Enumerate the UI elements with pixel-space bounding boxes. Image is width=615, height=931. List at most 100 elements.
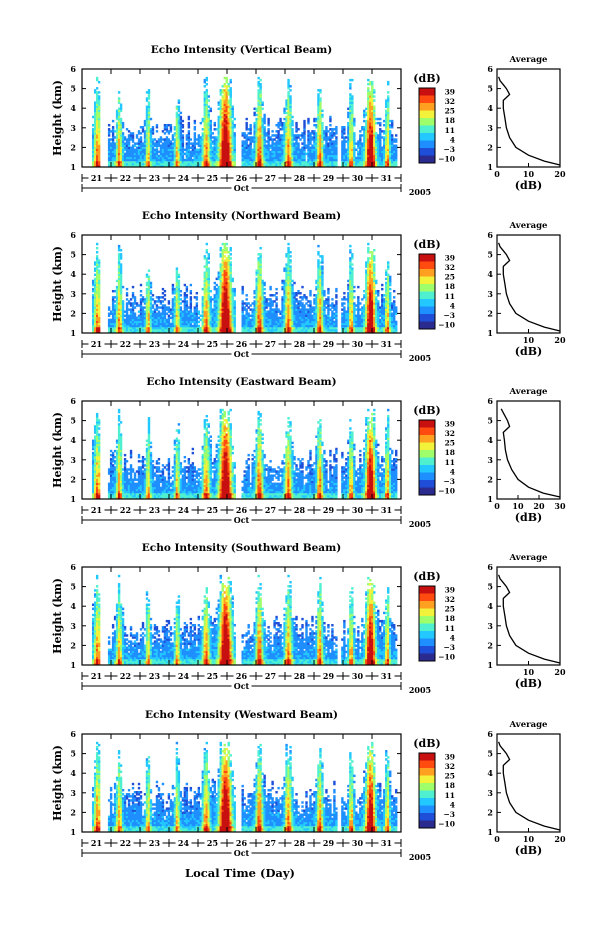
heatmap-cell <box>191 148 195 152</box>
heatmap-cell <box>147 152 151 156</box>
heatmap-cell <box>245 302 248 305</box>
heatmap-cell <box>129 154 133 158</box>
heatmap-cell <box>137 314 141 318</box>
heatmap-cell <box>177 130 181 133</box>
heatmap-cell <box>121 154 125 158</box>
heatmap-cell <box>387 119 390 123</box>
heatmap-cell <box>351 126 354 129</box>
heatmap-cell <box>221 269 224 272</box>
heatmap-cell <box>257 148 260 152</box>
heatmap-cell <box>331 160 334 164</box>
heatmap-cell <box>325 132 328 135</box>
heatmap-cell <box>265 162 268 166</box>
heatmap-cell <box>165 142 169 145</box>
heatmap-cell <box>307 134 310 137</box>
heatmap-cell <box>137 162 141 166</box>
heatmap-cell <box>143 312 147 315</box>
heatmap-cell <box>115 117 119 121</box>
heatmap-cell <box>93 142 97 145</box>
heatmap-cell <box>231 316 234 320</box>
heatmap-cell <box>341 158 344 162</box>
heatmap-cell <box>261 117 264 121</box>
heatmap-cell <box>95 330 99 334</box>
heatmap-cell <box>181 136 185 139</box>
heatmap-cell <box>207 138 210 141</box>
heatmap-cell <box>359 150 362 154</box>
heatmap-cell <box>93 126 97 129</box>
heatmap-cell <box>385 138 388 141</box>
heatmap-cell <box>285 105 288 108</box>
heatmap-cell <box>91 324 95 328</box>
heatmap-cell <box>203 130 207 133</box>
heatmap-cell <box>97 330 101 334</box>
heatmap-cell <box>145 156 149 160</box>
heatmap-cell <box>95 119 99 123</box>
heatmap-cell <box>289 117 292 121</box>
heatmap-cell <box>231 156 234 160</box>
heatmap-cell <box>261 130 264 133</box>
heatmap-cell <box>155 148 159 152</box>
heatmap-cell <box>359 142 362 145</box>
heatmap-cell <box>167 320 171 324</box>
heatmap-cell <box>183 312 187 315</box>
heatmap-cell <box>109 152 113 156</box>
heatmap-cell <box>181 316 185 320</box>
heatmap-cell <box>205 109 208 113</box>
heatmap-cell <box>331 164 334 168</box>
heatmap-cell <box>373 119 376 123</box>
colorbar-segment <box>419 94 435 96</box>
heatmap-cell <box>221 138 224 141</box>
heatmap-cell <box>117 244 121 248</box>
heatmap-cell <box>349 121 352 125</box>
heatmap-cell <box>247 302 250 305</box>
heatmap-cell <box>117 97 121 100</box>
heatmap-cell <box>299 148 302 152</box>
heatmap-cell <box>287 121 290 125</box>
heatmap-cell <box>205 160 208 164</box>
heatmap-cell <box>287 164 290 168</box>
heatmap-cell <box>279 160 282 164</box>
heatmap-cell <box>203 128 207 131</box>
heatmap-cell <box>319 154 322 158</box>
heatmap-cell <box>263 128 266 131</box>
heatmap-cell <box>117 312 121 315</box>
heatmap-cell <box>135 322 139 326</box>
heatmap-cell <box>167 156 171 160</box>
heatmap-cell <box>249 320 252 324</box>
heatmap-cell <box>383 158 386 162</box>
heatmap-cell <box>95 134 99 137</box>
heatmap-cell <box>387 132 390 135</box>
heatmap-cell <box>349 156 352 160</box>
heatmap-cell <box>223 269 226 272</box>
heatmap-cell <box>225 85 228 88</box>
heatmap-cell <box>359 152 362 156</box>
heatmap-cell <box>317 107 320 111</box>
heatmap-cell <box>95 95 99 98</box>
heatmap-cell <box>203 142 207 145</box>
heatmap-cell <box>111 164 115 168</box>
heatmap-cell <box>257 308 260 311</box>
heatmap-cell <box>217 326 220 330</box>
heatmap-cell <box>367 146 370 149</box>
colorbar-segment <box>419 156 435 159</box>
heatmap-cell <box>249 304 252 307</box>
heatmap-cell <box>151 156 155 160</box>
heatmap-cell <box>369 160 372 164</box>
heatmap-cell <box>383 154 386 158</box>
heatmap-cell <box>289 154 292 158</box>
heatmap-cell <box>167 302 171 305</box>
heatmap-cell <box>319 126 322 129</box>
heatmap-cell <box>209 324 212 328</box>
heatmap-cell <box>345 162 348 166</box>
heatmap-cell <box>203 160 207 164</box>
heatmap-cell <box>145 111 149 115</box>
heatmap-cell <box>225 298 228 301</box>
heatmap-cell <box>213 294 216 297</box>
heatmap-cell <box>171 289 175 293</box>
heatmap-cell <box>227 82 230 86</box>
heatmap-cell <box>179 123 183 127</box>
plot-frame <box>81 68 402 168</box>
heatmap-cell <box>233 152 236 156</box>
heatmap-cell <box>287 132 290 135</box>
heatmap-cell <box>291 144 294 147</box>
